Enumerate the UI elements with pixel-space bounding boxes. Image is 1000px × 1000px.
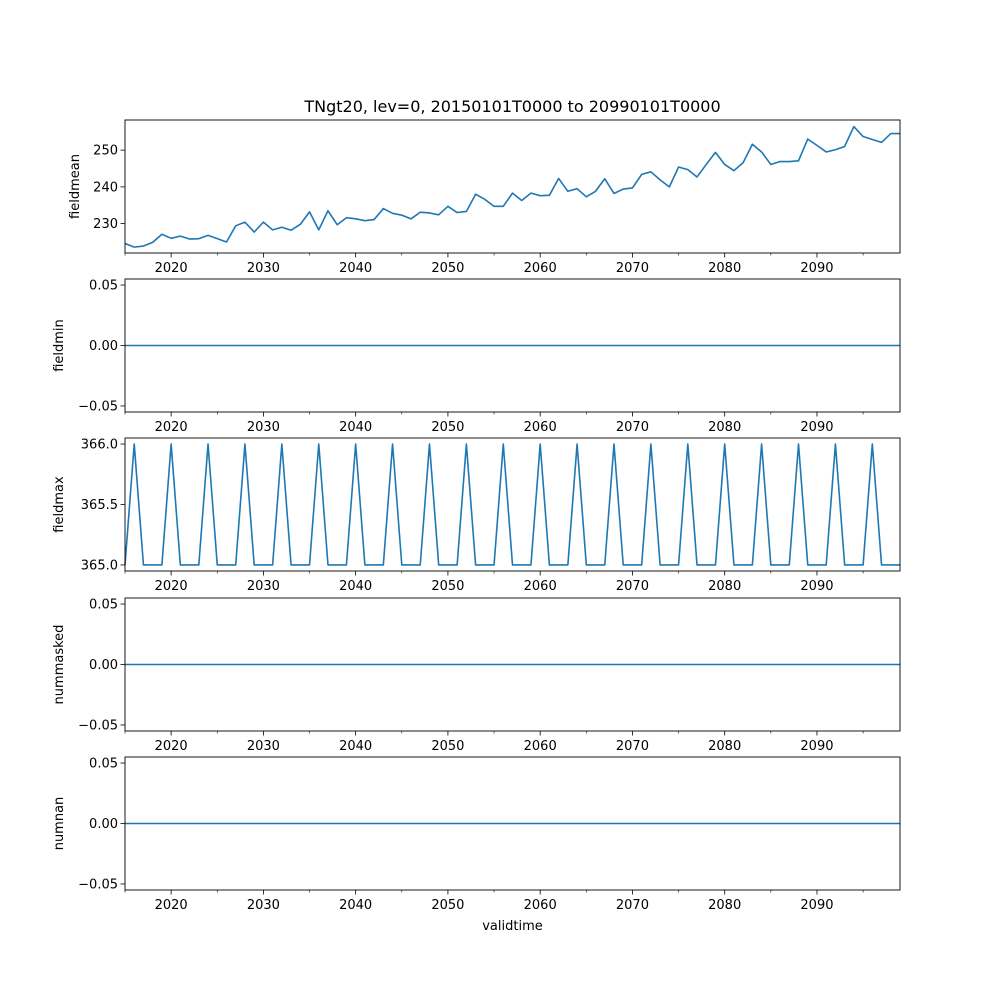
x-tick-label: 2020	[155, 739, 188, 754]
x-tick-label: 2020	[155, 420, 188, 435]
x-tick-label: 2070	[616, 739, 649, 754]
x-tick-label: 2090	[800, 261, 833, 276]
y-tick-label: 365.5	[81, 498, 118, 513]
x-tick-label: 2060	[524, 420, 557, 435]
x-tick-label: 2060	[524, 261, 557, 276]
x-tick-label: 2040	[339, 420, 372, 435]
x-tick-label: 2080	[708, 898, 741, 913]
x-tick-label: 2030	[247, 420, 280, 435]
y-tick-label: 0.05	[89, 279, 118, 294]
x-tick-label: 2090	[800, 579, 833, 594]
x-tick-label: 2050	[431, 261, 464, 276]
y-tick-label: 0.05	[89, 598, 118, 613]
x-tick-label: 2070	[616, 898, 649, 913]
y-axis-label-fieldmin: fieldmin	[52, 319, 67, 372]
y-tick-label: 366.0	[81, 438, 118, 453]
x-tick-label: 2090	[800, 420, 833, 435]
y-tick-label: 0.00	[89, 658, 118, 673]
x-tick-label: 2080	[708, 420, 741, 435]
x-tick-label: 2090	[800, 898, 833, 913]
x-tick-label: 2030	[247, 579, 280, 594]
x-tick-label: 2040	[339, 579, 372, 594]
x-tick-label: 2070	[616, 420, 649, 435]
y-tick-label: 0.00	[89, 817, 118, 832]
x-tick-label: 2090	[800, 739, 833, 754]
x-tick-label: 2060	[524, 579, 557, 594]
y-axis-label-nummasked: nummasked	[52, 625, 67, 705]
panel-nummasked: 2020 2030 2040 2050 2060 2070 2080 2090 0.05 0.00…	[52, 598, 901, 754]
y-tick-label: 0.05	[89, 757, 118, 772]
panel-fieldmean: 2020 2030 2040 2050 2060 2070 2080 2090 230 240 25…	[68, 119, 901, 276]
x-tick-label: 2030	[247, 739, 280, 754]
x-axis-label: validtime	[482, 919, 543, 934]
y-tick-label: 0.00	[89, 339, 118, 354]
x-tick-label: 2020	[155, 898, 188, 913]
y-tick-label: 230	[93, 217, 118, 232]
x-tick-label: 2070	[616, 579, 649, 594]
y-tick-label: −0.05	[78, 718, 118, 733]
x-tick-label: 2030	[247, 898, 280, 913]
y-axis-label-fieldmean: fieldmean	[68, 154, 83, 219]
panels-group: 2020 2030 2040 2050 2060 2070 2080 2090 230 240 25…	[52, 119, 901, 913]
figure-title: TNgt20, lev=0, 20150101T0000 to 20990101…	[303, 97, 720, 116]
x-tick-label: 2040	[339, 261, 372, 276]
x-tick-label: 2020	[155, 579, 188, 594]
x-tick-label: 2070	[616, 261, 649, 276]
series-line-fieldmean	[124, 125, 900, 248]
x-tick-label: 2040	[339, 739, 372, 754]
x-tick-label: 2050	[431, 420, 464, 435]
x-tick-label: 2060	[524, 898, 557, 913]
y-tick-label: 365.0	[81, 558, 118, 573]
x-tick-label: 2030	[247, 261, 280, 276]
y-tick-label: 250	[93, 144, 118, 159]
y-tick-label: −0.05	[78, 399, 118, 414]
series-line-fieldmax	[124, 443, 900, 566]
x-tick-label: 2060	[524, 739, 557, 754]
y-tick-label: −0.05	[78, 877, 118, 892]
x-tick-label: 2050	[431, 898, 464, 913]
x-tick-label: 2080	[708, 739, 741, 754]
x-tick-label: 2080	[708, 579, 741, 594]
panel-fieldmax: 2020 2030 2040 2050 2060 2070 2080 2090 366.0 365…	[52, 438, 901, 594]
panel-fieldmin: 2020 2030 2040 2050 2060 2070 2080 2090 0.05 0.00…	[52, 279, 901, 435]
panel-numnan: 2020 2030 2040 2050 2060 2070 2080 2090 0.05 0.00…	[52, 757, 901, 913]
y-tick-label: 240	[93, 180, 118, 195]
x-tick-label: 2050	[431, 739, 464, 754]
y-axis-label-numnan: numnan	[52, 797, 67, 851]
y-axis-label-fieldmax: fieldmax	[52, 476, 67, 533]
x-tick-label: 2020	[155, 261, 188, 276]
x-tick-label: 2050	[431, 579, 464, 594]
x-tick-label: 2080	[708, 261, 741, 276]
x-tick-label: 2040	[339, 898, 372, 913]
